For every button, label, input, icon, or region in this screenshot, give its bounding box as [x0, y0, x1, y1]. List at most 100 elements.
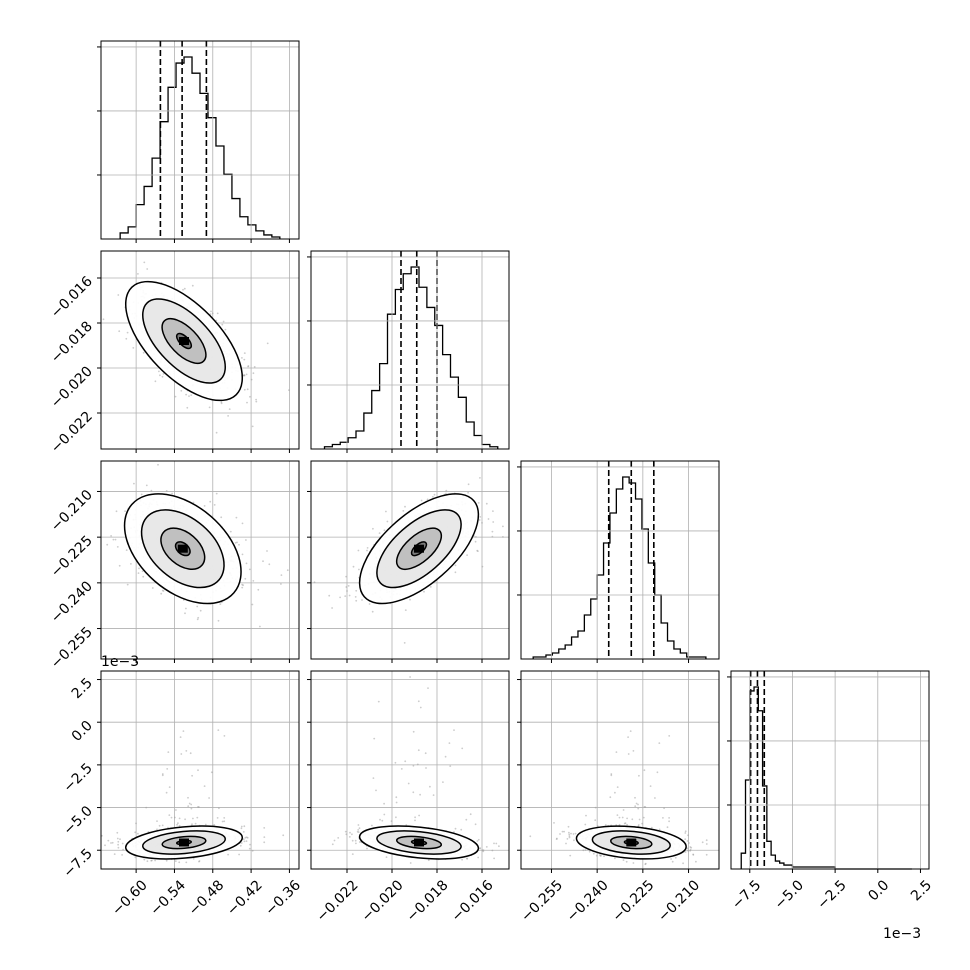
scatter-point	[166, 768, 169, 770]
scatter-point	[243, 388, 246, 391]
scatter-point	[146, 860, 149, 863]
scatter-point	[228, 408, 231, 410]
scatter-point	[134, 831, 137, 834]
scatter-point	[238, 853, 241, 856]
scatter-point	[477, 856, 480, 859]
scatter-point	[378, 532, 381, 534]
scatter-point	[196, 605, 199, 608]
scatter-point	[227, 415, 230, 417]
scatter-point	[187, 796, 189, 799]
scatter-point	[240, 842, 243, 844]
scatter-point	[245, 539, 247, 541]
hist-line-p2	[532, 476, 707, 659]
scatter-point	[161, 774, 164, 777]
scatter-point	[491, 530, 494, 533]
scatter-point	[116, 837, 119, 840]
scatter-point	[425, 767, 427, 769]
scatter-point	[250, 378, 253, 381]
scatter-point	[135, 822, 137, 825]
scatter-point	[432, 495, 434, 498]
scatter-point	[687, 834, 689, 837]
scatter-point	[491, 535, 494, 538]
scatter-point	[204, 823, 207, 826]
scatter-point	[649, 785, 652, 787]
scatter-point	[567, 825, 570, 828]
scatter-point	[453, 729, 455, 731]
scatter-point	[215, 431, 218, 434]
scatter-point	[243, 825, 246, 828]
scatter-point	[379, 818, 381, 821]
scatter-point	[177, 822, 179, 825]
density-panel-p0-p1	[102, 261, 290, 434]
scatter-point	[150, 489, 153, 492]
scatter-point	[156, 820, 158, 822]
scatter-point	[180, 753, 183, 755]
scatter-point	[238, 543, 240, 546]
scatter-point	[176, 823, 179, 826]
scatter-point	[154, 859, 157, 862]
scatter-point	[368, 603, 371, 605]
scatter-point	[208, 406, 211, 409]
scatter-point	[429, 785, 431, 788]
scatter-point	[412, 791, 415, 794]
scatter-point	[161, 589, 164, 592]
scatter-point	[138, 567, 140, 570]
scatter-point	[192, 857, 195, 860]
scatter-point	[196, 618, 199, 621]
scatter-point	[213, 504, 216, 506]
scatter-point	[248, 847, 251, 850]
hist-line-p1	[323, 266, 499, 449]
scatter-point	[517, 851, 519, 853]
scatter-point	[263, 836, 266, 838]
scatter-point	[255, 398, 257, 401]
scatter-point	[705, 843, 708, 845]
scatter-point	[125, 549, 128, 551]
scatter-point	[134, 455, 136, 457]
scatter-point	[419, 706, 422, 709]
scatter-point	[251, 849, 254, 852]
scatter-point	[247, 365, 250, 367]
scatter-point	[224, 328, 227, 331]
scatter-point	[454, 571, 457, 574]
scatter-point	[502, 536, 504, 538]
scatter-point	[182, 730, 185, 732]
scatter-point	[194, 822, 197, 825]
scatter-point	[417, 749, 420, 752]
hist-line-p0	[119, 56, 281, 239]
scatter-point	[236, 541, 238, 544]
scatter-point	[498, 845, 500, 848]
scatter-point	[179, 736, 182, 738]
scatter-point	[257, 588, 260, 591]
scatter-point	[140, 493, 143, 496]
scatter-point	[246, 401, 248, 404]
scatter-point	[404, 760, 407, 763]
scatter-point	[344, 830, 347, 833]
scatter-point	[143, 261, 146, 264]
scatter-point	[134, 856, 137, 859]
scatter-point	[419, 793, 421, 796]
scatter-point	[143, 858, 146, 861]
scatter-point	[165, 490, 168, 492]
pair-p0-p2-frame	[100, 460, 300, 660]
scatter-point	[461, 858, 463, 861]
scatter-point	[495, 842, 498, 845]
scatter-point	[684, 832, 687, 834]
scatter-point	[106, 543, 109, 546]
scatter-point	[695, 860, 697, 863]
scatter-point	[297, 542, 299, 544]
scatter-point	[460, 828, 463, 831]
scatter-point	[414, 819, 416, 822]
scatter-point	[262, 560, 264, 563]
scatter-point	[187, 805, 190, 808]
scatter-point	[448, 742, 451, 744]
scatter-point	[249, 843, 251, 846]
scatter-point	[180, 389, 183, 392]
scatter-point	[248, 568, 251, 571]
scatter-point	[165, 791, 168, 794]
scatter-point	[234, 542, 237, 544]
scatter-point	[469, 813, 472, 816]
scatter-point	[118, 564, 121, 567]
scatter-point	[634, 796, 636, 799]
scatter-point	[337, 837, 340, 839]
scatter-point	[346, 590, 348, 592]
